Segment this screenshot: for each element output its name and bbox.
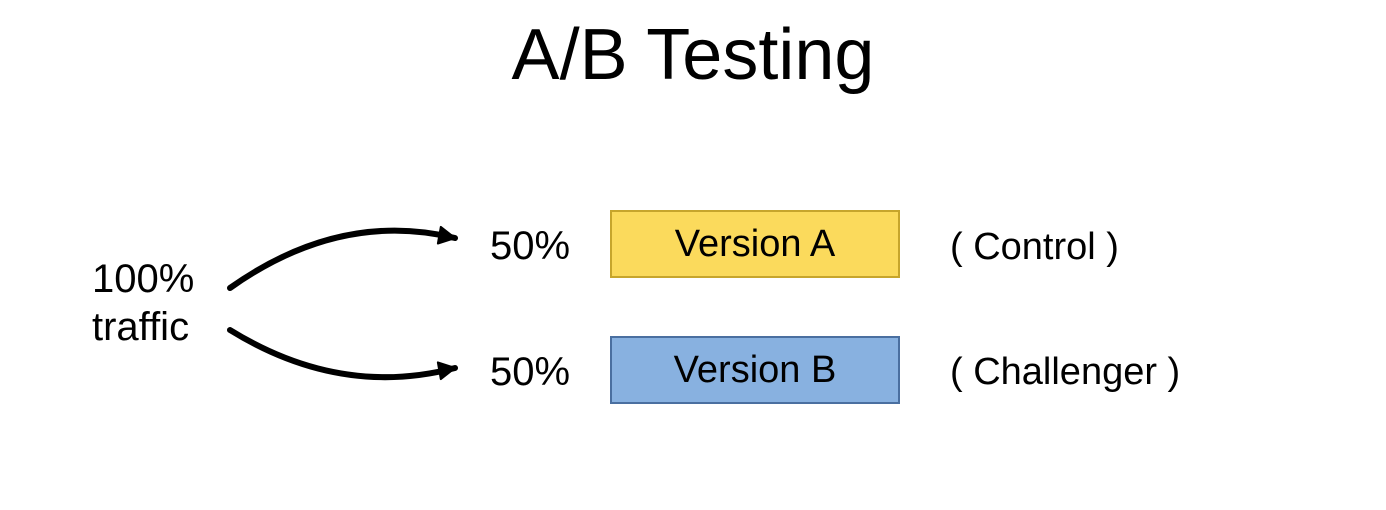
- split-b-role: ( Challenger ): [950, 350, 1180, 396]
- version-b-box: Version B: [610, 336, 900, 404]
- arrow-top: [230, 227, 455, 288]
- version-a-box: Version A: [610, 210, 900, 278]
- version-b-label: Version B: [674, 349, 837, 392]
- arrow-bottom: [230, 330, 455, 379]
- split-a-pct: 50%: [490, 222, 570, 270]
- split-b-pct: 50%: [490, 348, 570, 396]
- version-a-label: Version A: [675, 223, 836, 266]
- split-a-role: ( Control ): [950, 225, 1119, 271]
